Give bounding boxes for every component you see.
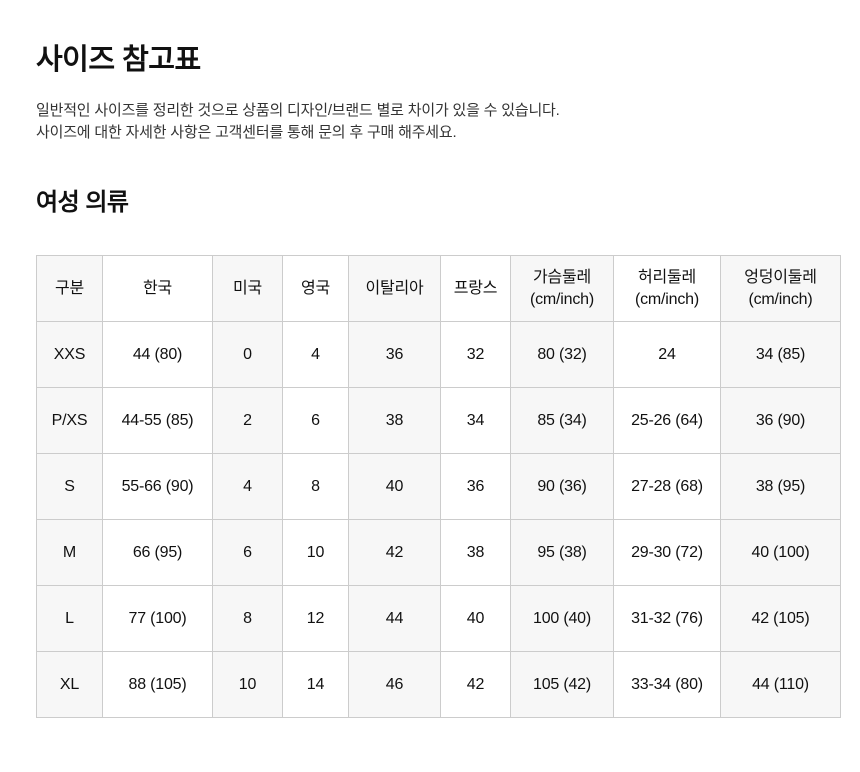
size-cell: 95 (38) (510, 519, 614, 586)
column-header-5: 이탈리아 (348, 255, 441, 322)
row-size-label: XXS (36, 321, 103, 388)
size-cell: 66 (95) (102, 519, 213, 586)
size-cell: 4 (212, 453, 283, 520)
size-cell: 0 (212, 321, 283, 388)
size-cell: 44 (110) (720, 651, 841, 718)
page-description: 일반적인 사이즈를 정리한 것으로 상품의 디자인/브랜드 별로 차이가 있을 … (36, 100, 844, 144)
table-row: P/XS 44-55 (85) 2 6 38 34 85 (34) 25-26 (64) 36 … (36, 387, 841, 454)
row-size-label: L (36, 585, 103, 652)
size-cell: 85 (34) (510, 387, 614, 454)
size-cell: 10 (212, 651, 283, 718)
page-description-line2: 사이즈에 대한 자세한 사항은 고객센터를 통해 문의 후 구매 해주세요. (36, 124, 457, 141)
size-table-header: 구분 한국 미국 영국 이탈리아 프랑스 가슴둘레 (cm/inch) 허리둘레 (cm/in… (36, 255, 841, 322)
page-title: 사이즈 참고표 (36, 44, 201, 76)
size-cell: 6 (282, 387, 349, 454)
size-cell: 80 (32) (510, 321, 614, 388)
size-cell: 88 (105) (102, 651, 213, 718)
size-cell: 100 (40) (510, 585, 614, 652)
size-cell: 36 (440, 453, 511, 520)
size-cell: 31-32 (76) (613, 585, 721, 652)
column-header-9: 엉덩이둘레 (cm/inch) (720, 255, 841, 322)
size-cell: 105 (42) (510, 651, 614, 718)
size-cell: 12 (282, 585, 349, 652)
size-cell: 77 (100) (102, 585, 213, 652)
column-header-1: 구분 (36, 255, 103, 322)
size-cell: 10 (282, 519, 349, 586)
size-cell: 38 (95) (720, 453, 841, 520)
size-cell: 42 (105) (720, 585, 841, 652)
column-header-4: 영국 (282, 255, 349, 322)
size-cell: 42 (348, 519, 441, 586)
header-row: 구분 한국 미국 영국 이탈리아 프랑스 가슴둘레 (cm/inch) 허리둘레 (cm/in… (36, 255, 841, 322)
column-header-2: 한국 (102, 255, 213, 322)
womens-size-table: 구분 한국 미국 영국 이탈리아 프랑스 가슴둘레 (cm/inch) 허리둘레 (cm/in… (36, 255, 841, 718)
column-header-7: 가슴둘레 (cm/inch) (510, 255, 614, 322)
section-title-womens-clothing: 여성 의류 (36, 189, 129, 216)
size-cell: 44-55 (85) (102, 387, 213, 454)
size-cell: 14 (282, 651, 349, 718)
size-cell: 40 (100) (720, 519, 841, 586)
page-description-line1: 일반적인 사이즈를 정리한 것으로 상품의 디자인/브랜드 별로 차이가 있을 … (36, 102, 560, 119)
size-cell: 2 (212, 387, 283, 454)
size-table-body: XXS 44 (80) 0 4 36 32 80 (32) 24 34 (85) P/XS 44-5… (36, 321, 841, 718)
size-cell: 90 (36) (510, 453, 614, 520)
size-cell: 44 (348, 585, 441, 652)
table-row: L 77 (100) 8 12 44 40 100 (40) 31-32 (76) 42 (10… (36, 585, 841, 652)
size-cell: 36 (348, 321, 441, 388)
size-cell: 38 (348, 387, 441, 454)
size-cell: 4 (282, 321, 349, 388)
row-size-label: P/XS (36, 387, 103, 454)
row-size-label: XL (36, 651, 103, 718)
size-cell: 38 (440, 519, 511, 586)
row-size-label: S (36, 453, 103, 520)
size-cell: 25-26 (64) (613, 387, 721, 454)
size-cell: 27-28 (68) (613, 453, 721, 520)
size-cell: 6 (212, 519, 283, 586)
row-size-label: M (36, 519, 103, 586)
table-row: XL 88 (105) 10 14 46 42 105 (42) 33-34 (80) 44 (… (36, 651, 841, 718)
size-cell: 34 (440, 387, 511, 454)
column-header-3: 미국 (212, 255, 283, 322)
size-cell: 36 (90) (720, 387, 841, 454)
size-cell: 8 (282, 453, 349, 520)
table-row: XXS 44 (80) 0 4 36 32 80 (32) 24 34 (85) (36, 321, 841, 388)
size-cell: 55-66 (90) (102, 453, 213, 520)
size-cell: 32 (440, 321, 511, 388)
size-cell: 24 (613, 321, 721, 388)
size-cell: 33-34 (80) (613, 651, 721, 718)
size-cell: 40 (348, 453, 441, 520)
size-cell: 34 (85) (720, 321, 841, 388)
size-cell: 44 (80) (102, 321, 213, 388)
table-row: M 66 (95) 6 10 42 38 95 (38) 29-30 (72) 40 (100) (36, 519, 841, 586)
size-cell: 46 (348, 651, 441, 718)
size-cell: 29-30 (72) (613, 519, 721, 586)
size-cell: 42 (440, 651, 511, 718)
size-cell: 40 (440, 585, 511, 652)
column-header-8: 허리둘레 (cm/inch) (613, 255, 721, 322)
column-header-6: 프랑스 (440, 255, 511, 322)
table-row: S 55-66 (90) 4 8 40 36 90 (36) 27-28 (68) 38 (95… (36, 453, 841, 520)
size-cell: 8 (212, 585, 283, 652)
